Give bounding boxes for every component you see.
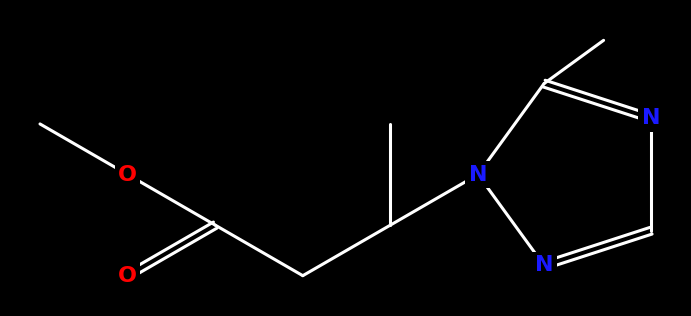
- Text: O: O: [118, 266, 137, 286]
- Text: N: N: [468, 165, 487, 185]
- Text: O: O: [118, 165, 137, 185]
- Text: N: N: [642, 108, 660, 128]
- Text: N: N: [535, 255, 553, 276]
